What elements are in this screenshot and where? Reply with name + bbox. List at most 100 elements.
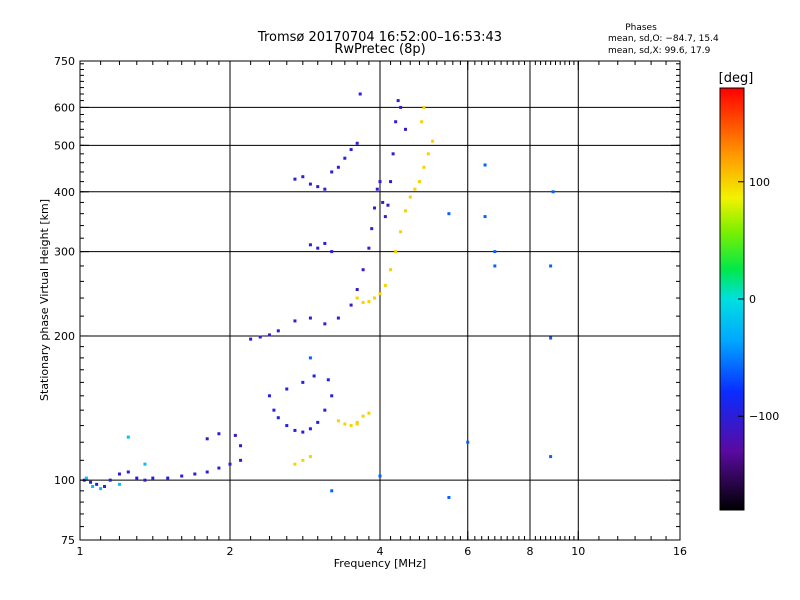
data-point [549, 336, 553, 340]
data-point [276, 329, 280, 333]
data-point [308, 356, 312, 360]
data-point [367, 300, 371, 304]
data-point [336, 165, 340, 169]
data-point [361, 414, 365, 418]
y-tick-label: 500 [54, 139, 75, 152]
data-point [330, 394, 334, 398]
data-point [330, 250, 334, 254]
data-point [483, 215, 487, 219]
data-point [336, 316, 340, 320]
data-point [389, 180, 393, 184]
data-point [316, 420, 320, 424]
data-point [239, 458, 243, 462]
colorbar-label: [deg] [719, 71, 754, 86]
data-point [396, 99, 400, 103]
data-point [381, 200, 385, 204]
data-point [378, 180, 382, 184]
data-point [258, 335, 262, 339]
data-point [466, 440, 470, 444]
data-point [493, 264, 497, 268]
data-point [361, 300, 365, 304]
data-point [399, 105, 403, 109]
data-point [367, 246, 371, 250]
data-point [91, 484, 95, 488]
colorbar-tick-label: 100 [749, 176, 770, 189]
data-point [493, 250, 497, 254]
data-point [378, 292, 382, 296]
data-point [233, 433, 237, 437]
data-point [301, 430, 305, 434]
data-point [293, 428, 297, 432]
data-point [267, 394, 271, 398]
data-point [267, 333, 271, 337]
x-tick-label: 16 [673, 545, 687, 558]
y-axis-label: Stationary phase Virtual Height [km] [38, 199, 51, 401]
data-point [103, 484, 107, 488]
data-point [367, 411, 371, 415]
data-point [551, 190, 555, 194]
data-point [89, 480, 93, 484]
data-point [193, 472, 197, 476]
data-point [126, 470, 130, 474]
data-point [84, 476, 88, 480]
data-point [355, 141, 359, 145]
data-point [349, 424, 353, 428]
data-point [330, 489, 334, 493]
data-point [323, 408, 327, 412]
data-point [355, 296, 359, 300]
phase-stats-heading: Phases [625, 23, 657, 33]
data-point [99, 487, 103, 491]
data-point [549, 264, 553, 268]
data-point [378, 474, 382, 478]
data-point [205, 437, 209, 441]
y-tick-label: 600 [54, 101, 75, 114]
data-point [308, 316, 312, 320]
data-point [373, 296, 377, 300]
colorbar-tick-label: −100 [749, 410, 779, 423]
data-point [408, 195, 412, 199]
x-tick-label: 2 [227, 545, 234, 558]
data-point [301, 458, 305, 462]
data-point [413, 187, 417, 191]
data-point [386, 203, 390, 207]
data-point [383, 283, 387, 287]
colorbar-ticks: 100 0 −100 [738, 176, 779, 423]
data-point [389, 268, 393, 272]
data-point [403, 127, 407, 131]
data-point [285, 424, 289, 428]
data-point [217, 466, 221, 470]
x-axis-label: Frequency [MHz] [334, 557, 426, 570]
data-point [239, 444, 243, 448]
data-point [293, 319, 297, 323]
data-point [272, 408, 276, 412]
x-tick-label: 8 [527, 545, 534, 558]
x-tick-label: 1 [77, 545, 84, 558]
data-point [373, 206, 377, 210]
data-point [276, 416, 280, 420]
data-point [308, 243, 312, 247]
data-point [447, 495, 451, 499]
data-point [95, 482, 99, 486]
data-point [316, 185, 320, 189]
data-point [370, 227, 374, 231]
data-point [343, 422, 347, 426]
data-point [420, 120, 424, 124]
data-point [308, 455, 312, 459]
data-point [117, 472, 121, 476]
data-point [285, 387, 289, 391]
data-point [447, 212, 451, 216]
data-point [426, 152, 430, 156]
y-tick-label: 400 [54, 186, 75, 199]
phase-stats-x: mean, sd,X: 99.6, 17.9 [608, 46, 711, 56]
data-point [483, 163, 487, 167]
data-point [403, 209, 407, 213]
data-point [293, 177, 297, 181]
data-point [301, 380, 305, 384]
data-point [126, 435, 130, 439]
data-point [151, 476, 155, 480]
data-point [308, 427, 312, 431]
y-tick-label: 750 [54, 55, 75, 68]
x-tick-label: 10 [571, 545, 585, 558]
data-point [312, 374, 316, 378]
